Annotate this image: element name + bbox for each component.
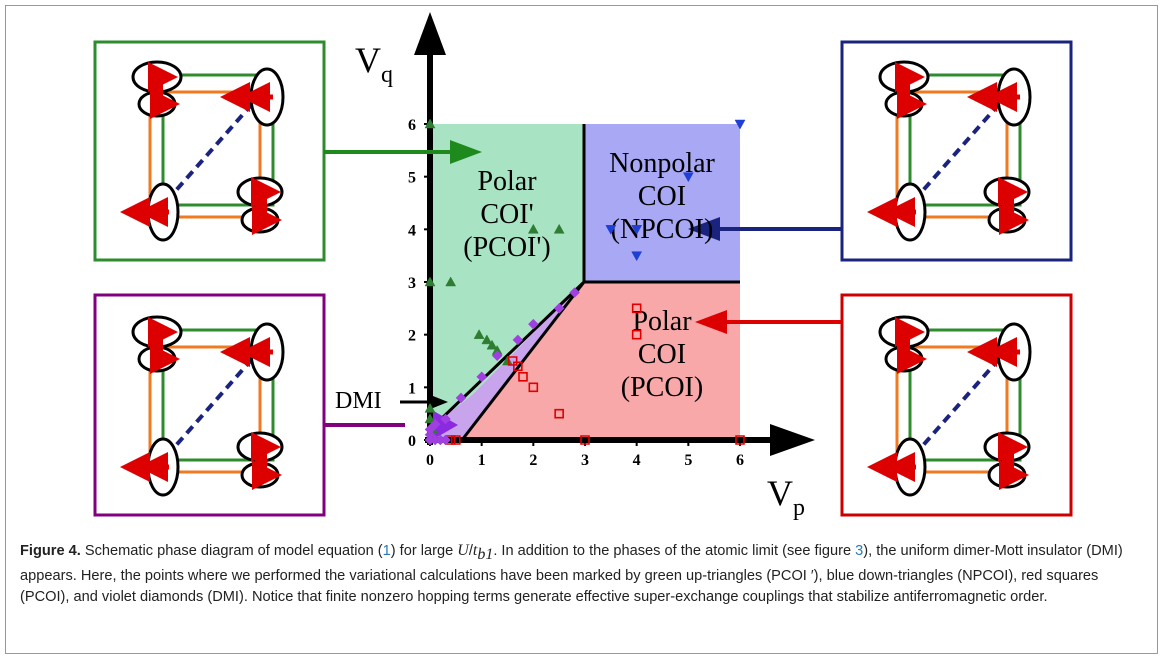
figure-link[interactable]: 3	[855, 543, 864, 559]
data-point	[507, 356, 518, 366]
x-tick-label: 1	[478, 452, 486, 469]
x-tick-label: 4	[633, 452, 641, 469]
pointer-arrows	[324, 140, 842, 427]
region-label: (PCOI')	[463, 232, 551, 263]
data-point	[553, 302, 565, 314]
axis-label-sub: p	[793, 495, 805, 521]
data-point	[424, 424, 436, 435]
data-point	[424, 118, 436, 129]
data-point	[455, 392, 467, 404]
data-point	[735, 435, 745, 445]
y-tick-label: 3	[408, 275, 416, 292]
math: U	[457, 542, 469, 559]
data-point	[429, 418, 441, 430]
data-point	[631, 225, 643, 235]
axis-label-sub: q	[381, 62, 393, 88]
data-point	[451, 435, 461, 445]
data-point	[512, 334, 524, 346]
data-point	[605, 225, 617, 235]
caption-text: . In addition to the phases of the atomi…	[493, 543, 856, 559]
caption: Figure 4. Schematic phase diagram of mod…	[20, 540, 1145, 608]
region-label: (PCOI)	[621, 372, 703, 403]
data-point	[473, 329, 485, 339]
region-label: Polar	[632, 306, 692, 337]
math: /	[468, 543, 473, 559]
axis-label: Vq	[355, 40, 393, 88]
axis-label-main: V	[355, 40, 381, 80]
x-tick-label: 2	[529, 452, 537, 469]
data-point	[445, 276, 457, 287]
region-label: Polar	[477, 166, 537, 197]
data-point	[527, 223, 539, 234]
data-point	[424, 413, 436, 424]
region-label: Nonpolar	[609, 148, 715, 179]
data-point	[513, 361, 523, 372]
inset	[133, 62, 283, 240]
region	[430, 124, 584, 420]
data-point	[476, 371, 488, 383]
inset-box	[93, 293, 326, 517]
axis-label: Vp	[767, 473, 805, 521]
y-tick-label: 1	[408, 380, 416, 397]
caption-text: ), the uniform dimer-Mott insulator (DMI…	[20, 543, 1123, 605]
x-tick-label: 5	[684, 452, 692, 469]
y-tick-label: 2	[408, 328, 416, 345]
inset-box	[840, 293, 1073, 517]
x-tick-label: 6	[736, 452, 744, 469]
y-tick-label: 6	[408, 117, 416, 134]
axis-label-main: V	[767, 473, 793, 513]
region-label: COI'	[480, 199, 533, 230]
data-point	[502, 355, 513, 366]
caption-label: Figure 4.	[20, 543, 81, 559]
data-point	[569, 287, 581, 298]
equation-link[interactable]: 1	[382, 543, 391, 559]
annotation: DMI	[335, 388, 382, 414]
data-point	[440, 434, 451, 446]
data-point	[486, 339, 498, 350]
region-label: COI	[638, 181, 686, 212]
y-tick-label: 5	[408, 170, 416, 187]
data-point	[554, 408, 564, 419]
data-point	[553, 223, 565, 234]
x-tick-label: 0	[426, 452, 434, 469]
caption-text: Schematic phase diagram of model equatio…	[84, 543, 383, 559]
data-point	[424, 402, 436, 413]
data-point	[580, 435, 590, 445]
data-point	[631, 329, 642, 340]
data-point	[631, 303, 642, 314]
axes	[414, 12, 815, 456]
region	[584, 124, 740, 282]
data-point	[527, 318, 539, 330]
data-point	[528, 382, 539, 393]
dmi-marker	[432, 410, 458, 440]
inset	[880, 62, 1030, 240]
data-point	[518, 372, 528, 382]
data-point	[491, 350, 503, 362]
region-label: COI	[638, 339, 686, 370]
y-tick-label: 4	[408, 222, 416, 239]
math: t	[472, 542, 478, 559]
chart: 0 1 2 3 4 5 60123456VqVpPolarCOI'(PCOI')Nonpol…	[93, 12, 1073, 521]
data-point	[631, 251, 643, 262]
y-tick-label: 0	[408, 433, 416, 450]
data-point	[440, 413, 451, 425]
x-tick-label: 3	[581, 452, 589, 469]
region-label: (NPCOI)	[611, 214, 714, 245]
data-point	[481, 334, 493, 345]
region	[462, 282, 740, 440]
caption-text: ) for large	[390, 543, 458, 559]
data-point	[424, 276, 436, 287]
inset	[880, 317, 1030, 495]
figure-frame	[5, 5, 1158, 654]
inset-box	[840, 40, 1073, 262]
math-sub: b1	[477, 545, 494, 563]
inset	[133, 317, 283, 495]
data-point	[734, 119, 746, 130]
data-point	[682, 172, 694, 183]
